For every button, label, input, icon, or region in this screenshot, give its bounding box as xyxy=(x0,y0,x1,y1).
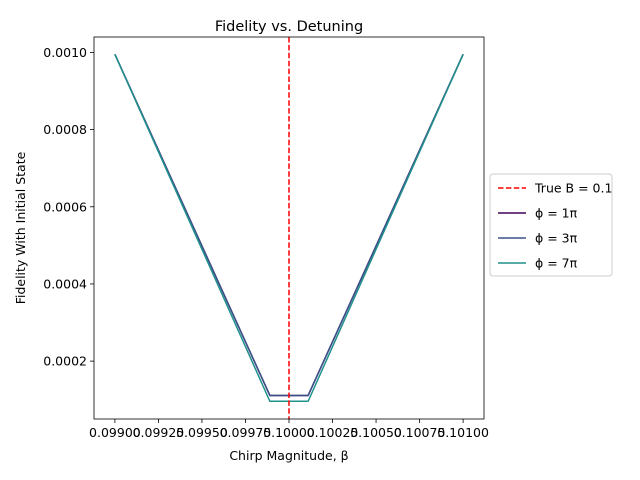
x-tick-label: 0.10100 xyxy=(437,425,489,440)
x-tick-label: 0.10025 xyxy=(307,425,359,440)
x-tick-label: 0.09975 xyxy=(220,425,272,440)
legend-label: True B = 0.1 xyxy=(534,181,612,196)
axes-frame xyxy=(93,36,485,420)
x-tick-label: 0.10075 xyxy=(394,425,446,440)
x-axis-label: Chirp Magnitude, β xyxy=(229,448,348,463)
legend-box xyxy=(489,173,613,277)
x-axis-ticks: 0.099000.099250.099500.099750.100000.100… xyxy=(89,419,489,440)
y-axis-label: Fidelity With Initial State xyxy=(13,151,28,304)
plot-lines xyxy=(114,37,464,419)
x-tick-label: 0.09950 xyxy=(176,425,228,440)
y-tick-label: 0.0010 xyxy=(43,45,87,60)
y-tick-label: 0.0002 xyxy=(43,354,87,369)
legend: True B = 0.1 ϕ = 1π ϕ = 3π ϕ = 7π xyxy=(489,173,613,277)
y-tick-label: 0.0004 xyxy=(43,276,87,291)
legend-label: ϕ = 1π xyxy=(535,206,578,221)
x-tick-label: 0.09925 xyxy=(133,425,185,440)
x-tick-label: 0.09900 xyxy=(89,425,141,440)
legend-label: ϕ = 3π xyxy=(535,231,578,246)
chart-title: Fidelity vs. Detuning xyxy=(215,19,363,35)
y-axis-ticks: 0.0002 0.0004 0.0006 0.0008 0.0010 xyxy=(43,45,94,369)
y-tick-label: 0.0008 xyxy=(43,122,87,137)
x-tick-label: 0.10000 xyxy=(263,425,315,440)
x-tick-label: 0.10050 xyxy=(350,425,402,440)
legend-label: ϕ = 7π xyxy=(535,256,578,271)
y-tick-label: 0.0006 xyxy=(43,199,87,214)
